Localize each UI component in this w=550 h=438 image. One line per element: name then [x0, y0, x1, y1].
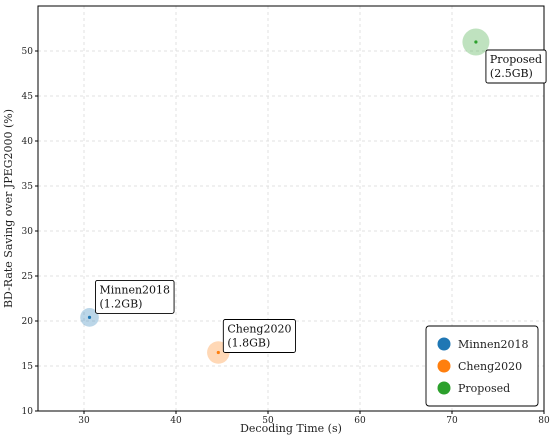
annotation-box — [95, 279, 175, 314]
y-tick-label: 30 — [22, 227, 34, 237]
annotation-text: (2.5GB) — [490, 67, 533, 80]
annotation-cheng2020: Cheng2020(1.8GB) — [222, 319, 296, 353]
bubbles — [80, 28, 490, 364]
point-cheng2020 — [216, 350, 220, 355]
legend-frame — [425, 325, 539, 407]
legend-label-minnen2018: Minnen2018 — [458, 338, 529, 351]
plot-frame — [37, 5, 545, 412]
legend-label-cheng2020: Cheng2020 — [458, 360, 522, 373]
y-tick-label: 45 — [22, 92, 34, 102]
legend-marker-cheng2020 — [437, 359, 451, 373]
y-tick-label: 10 — [22, 407, 34, 417]
x-axis-label: Decoding Time (s) — [240, 422, 342, 435]
point-proposed — [474, 40, 478, 44]
axis-ticks: 30 40 50 60 70 80 10 15 20 25 30 35 40 45 50 — [22, 47, 550, 426]
legend-marker-minnen2018 — [437, 337, 451, 351]
annotation-text: (1.2GB) — [100, 297, 143, 310]
y-tick-label: 15 — [22, 362, 34, 372]
x-tick-label: 40 — [170, 416, 182, 426]
annotation-proposed: Proposed(2.5GB) — [485, 49, 547, 84]
annotation-box — [222, 319, 296, 353]
annotation-box — [485, 49, 547, 84]
y-tick-label: 25 — [22, 272, 34, 282]
legend: Minnen2018 Cheng2020 Proposed — [425, 325, 539, 407]
x-tick-label: 80 — [538, 416, 550, 426]
point-minnen2018 — [87, 315, 92, 319]
y-axis-label: BD-Rate Saving over JPEG2000 (%) — [2, 109, 15, 308]
legend-marker-proposed — [437, 381, 451, 395]
x-tick-label: 60 — [354, 416, 366, 426]
x-tick-label: 70 — [446, 416, 458, 426]
y-tick-label: 20 — [22, 317, 34, 327]
annotation-text: (1.8GB) — [227, 337, 270, 350]
legend-label-proposed: Proposed — [458, 382, 510, 395]
y-tick-label: 40 — [22, 137, 34, 147]
y-tick-label: 50 — [22, 47, 34, 57]
annotation-text: Cheng2020 — [227, 323, 291, 336]
annotation-text: Minnen2018 — [100, 283, 171, 296]
x-tick-label: 30 — [78, 416, 90, 426]
annotation-minnen2018: Minnen2018(1.2GB) — [95, 279, 175, 314]
annotations: Minnen2018(1.2GB)Cheng2020(1.8GB)Propose… — [95, 49, 547, 353]
y-tick-label: 35 — [22, 182, 34, 192]
annotation-text: Proposed — [490, 53, 542, 66]
x-tick-label: 50 — [262, 416, 274, 426]
